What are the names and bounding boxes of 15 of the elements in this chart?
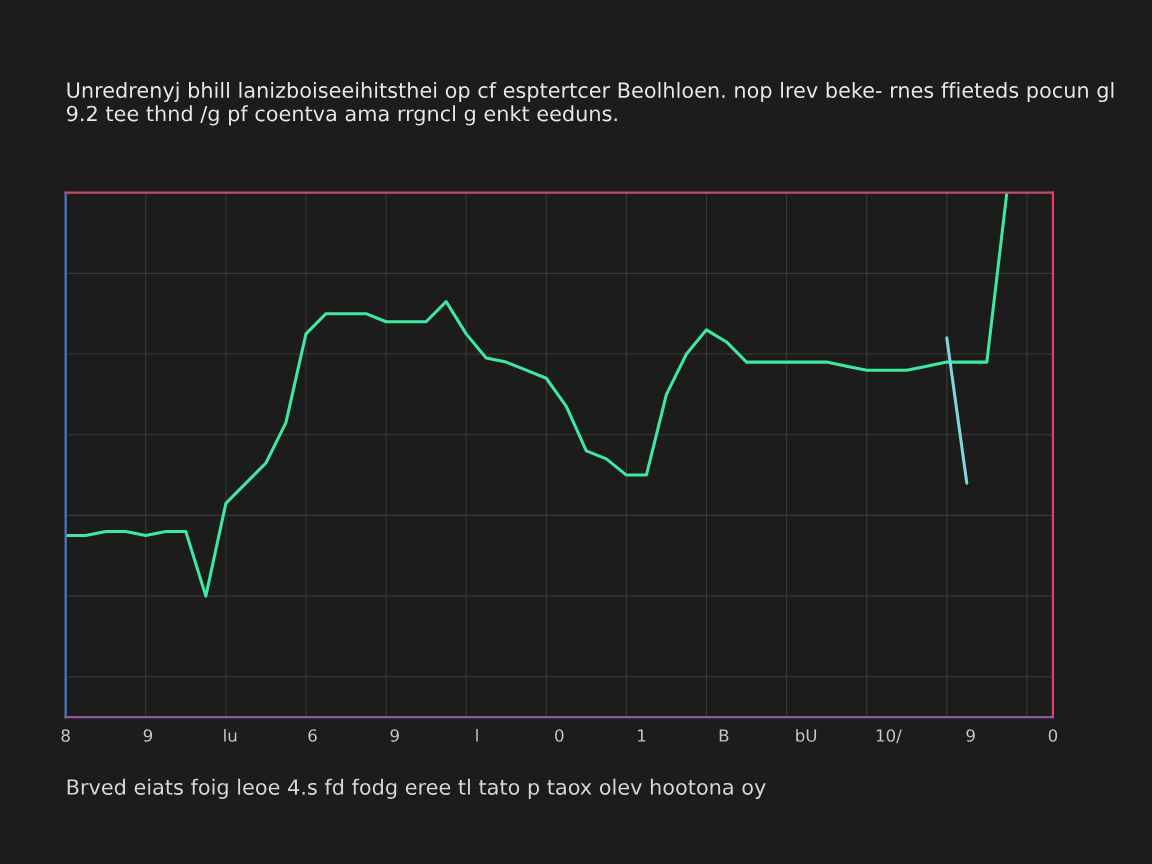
text: 0 xyxy=(1048,729,1058,742)
text: 8 xyxy=(61,729,70,742)
text: l xyxy=(476,728,478,742)
text: B xyxy=(719,729,729,742)
text: 0 xyxy=(555,729,564,742)
text: 1 xyxy=(638,729,646,742)
text: 9 xyxy=(143,729,153,742)
text: 9 xyxy=(966,729,975,742)
text: 10/ xyxy=(876,729,902,744)
chart-title: Unredrenyj bhill lanizboiseeihitsthei op cf esptertcer Beolhloen. nop lrev beke- rnes ffieteds pocun gl 9.2 tee thnd /g pf coentva ama rrgncl g enkt eeduns. xyxy=(66,81,1114,126)
text: Brved eiats foig leoe 4.s fd fodg eree tl tato p taox olev hootona oy xyxy=(67,778,766,799)
text: bU xyxy=(796,728,817,742)
text: lu xyxy=(224,728,237,742)
text: 9 xyxy=(390,729,399,742)
text: 6 xyxy=(308,729,317,742)
